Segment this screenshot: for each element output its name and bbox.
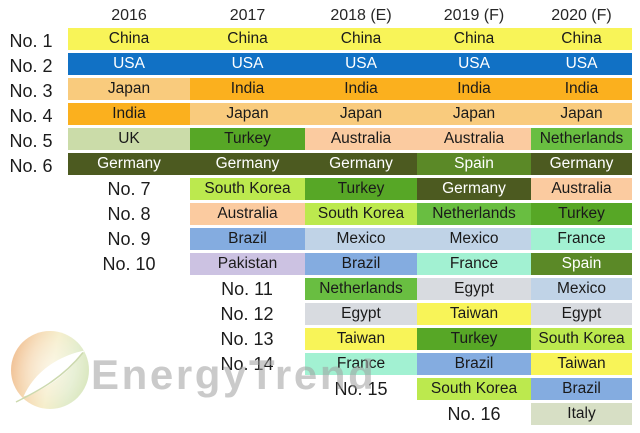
svg-text:EnergyTrend: EnergyTrend <box>91 351 376 398</box>
